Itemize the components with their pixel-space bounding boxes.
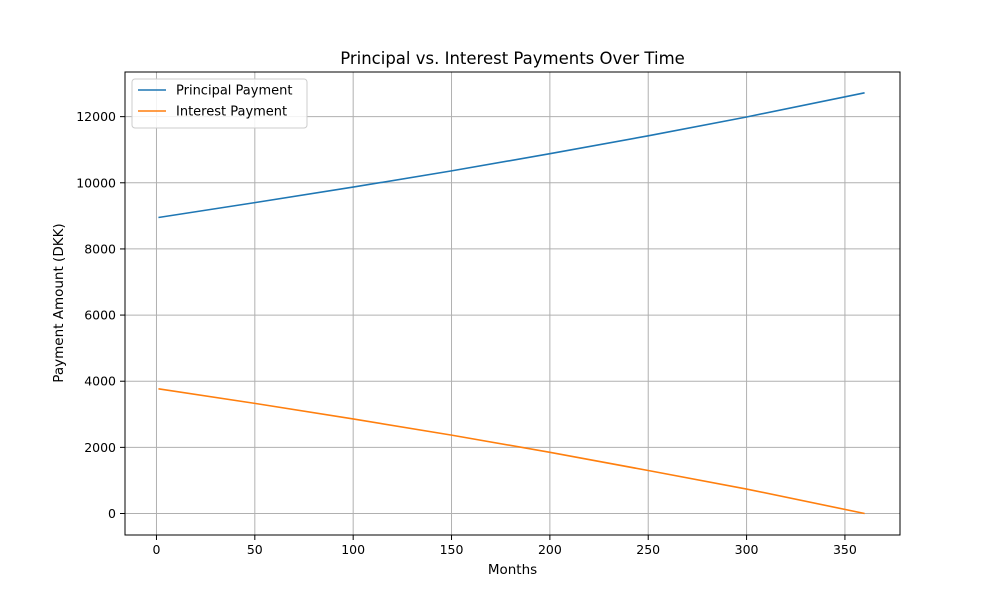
legend: Principal Payment Interest Payment — [131, 78, 308, 129]
axis-ticks: 0 50 100 150 200 250 300 350 0 2000 4000 6000 8000 10… — [76, 109, 857, 557]
legend-label-1: Principal Payment — [176, 84, 292, 99]
chart-title: Principal vs. Interest Payments Over Tim… — [340, 49, 685, 68]
series-line-1 — [158, 92, 865, 219]
y-tick-label: 10000 — [76, 175, 116, 190]
plot-frame — [124, 71, 901, 536]
legend-label-2: Interest Payment — [176, 105, 287, 120]
x-tick-label: 100 — [341, 542, 365, 557]
x-tick-label: 300 — [735, 542, 759, 557]
x-axis-label: Months — [488, 562, 537, 578]
series-layer — [158, 92, 865, 515]
legend-box — [131, 78, 308, 129]
x-tick-label: 250 — [636, 542, 660, 557]
y-axis-label: Payment Amount (DKK) — [51, 223, 67, 382]
y-tick-label: 0 — [108, 506, 116, 521]
series-line-2 — [158, 388, 865, 515]
x-tick-label: 200 — [538, 542, 562, 557]
y-tick-label: 4000 — [84, 374, 116, 389]
y-tick-label: 12000 — [76, 109, 116, 124]
x-tick-label: 150 — [440, 542, 464, 557]
grid — [125, 72, 900, 535]
y-tick-label: 2000 — [84, 440, 116, 455]
x-tick-label: 50 — [247, 542, 263, 557]
y-tick-label: 8000 — [84, 241, 116, 256]
x-tick-label: 350 — [833, 542, 857, 557]
x-tick-label: 0 — [152, 542, 160, 557]
y-tick-label: 6000 — [84, 308, 116, 323]
